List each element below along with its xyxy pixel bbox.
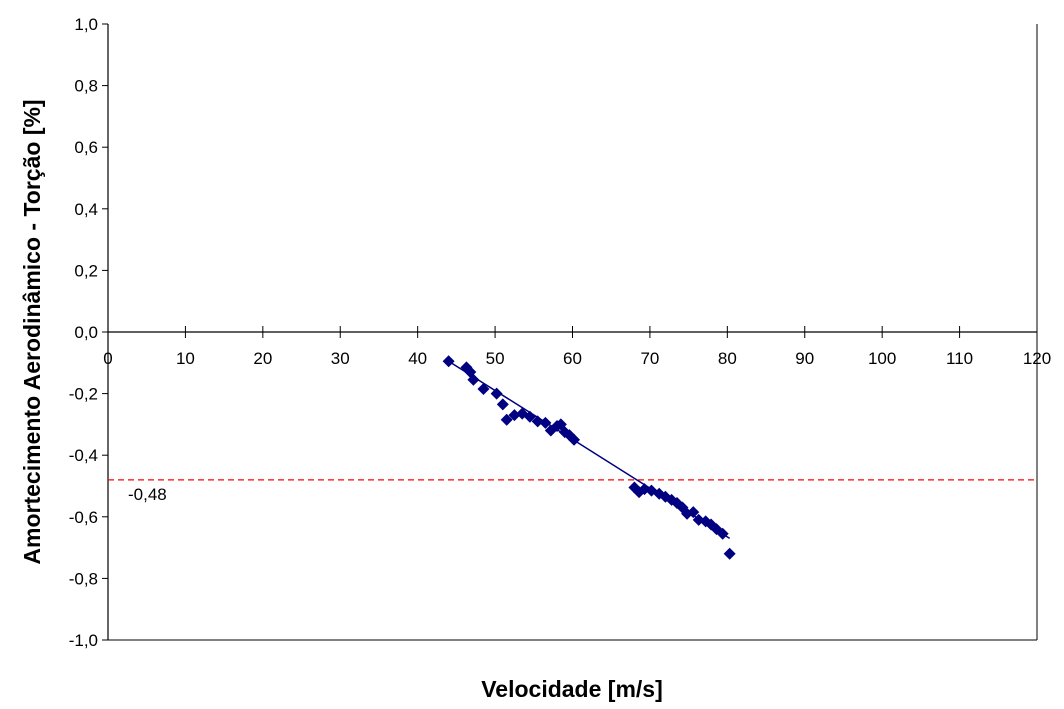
data-point: [568, 433, 581, 446]
x-tick-label: 120: [1023, 349, 1051, 368]
data-point: [723, 547, 736, 560]
x-axis-title: Velocidade [m/s]: [481, 676, 663, 702]
x-tick-label: 20: [253, 349, 272, 368]
data-markers: [442, 355, 736, 560]
y-tick-label: -0,2: [69, 385, 98, 404]
data-point: [523, 410, 536, 423]
data-point: [442, 355, 455, 368]
data-point: [508, 409, 521, 422]
data-point: [539, 416, 552, 429]
data-point: [490, 387, 503, 400]
y-tick-label: -0,4: [69, 446, 98, 465]
y-tick-label: 0,6: [74, 138, 98, 157]
data-point: [716, 527, 729, 540]
x-tick-label: 30: [331, 349, 350, 368]
x-tick-label: 100: [868, 349, 896, 368]
data-point: [477, 382, 490, 395]
x-tick-label: 50: [486, 349, 505, 368]
x-tick-label: 40: [408, 349, 427, 368]
y-tick-label: 1,0: [74, 15, 98, 34]
y-tick-label: 0,4: [74, 200, 98, 219]
x-tick-label: 10: [176, 349, 195, 368]
reference-line-label: -0,48: [128, 485, 167, 504]
data-point: [496, 398, 509, 411]
y-axis: 1,0 0,8 0,6 0,4 0,2 0,0 -0,2 -0,4 -0,6 -0,8 -1,0: [69, 15, 108, 650]
y-tick-label: 0,8: [74, 77, 98, 96]
y-tick-label: 0,2: [74, 261, 98, 280]
x-tick-label: 60: [563, 349, 582, 368]
x-tick-label: 70: [640, 349, 659, 368]
data-point: [531, 415, 544, 428]
data-point: [500, 413, 513, 426]
y-tick-label: -0,8: [69, 569, 98, 588]
y-tick-label: -1,0: [69, 631, 98, 650]
x-tick-label: 90: [795, 349, 814, 368]
reference-line-group: -0,48: [108, 479, 1037, 504]
y-tick-label: 0,0: [74, 323, 98, 342]
x-tick-label: 0: [103, 349, 112, 368]
data-point: [467, 373, 480, 386]
data-point: [687, 506, 700, 519]
y-tick-label: -0,6: [69, 508, 98, 527]
y-axis-title: Amortecimento Aerodinâmico - Torção [%]: [19, 99, 45, 564]
x-tick-label: 80: [718, 349, 737, 368]
x-axis: 0 10 20 30 40 50 60 70 80 90 100 110 120: [103, 326, 1051, 368]
x-tick-label: 110: [946, 349, 973, 368]
